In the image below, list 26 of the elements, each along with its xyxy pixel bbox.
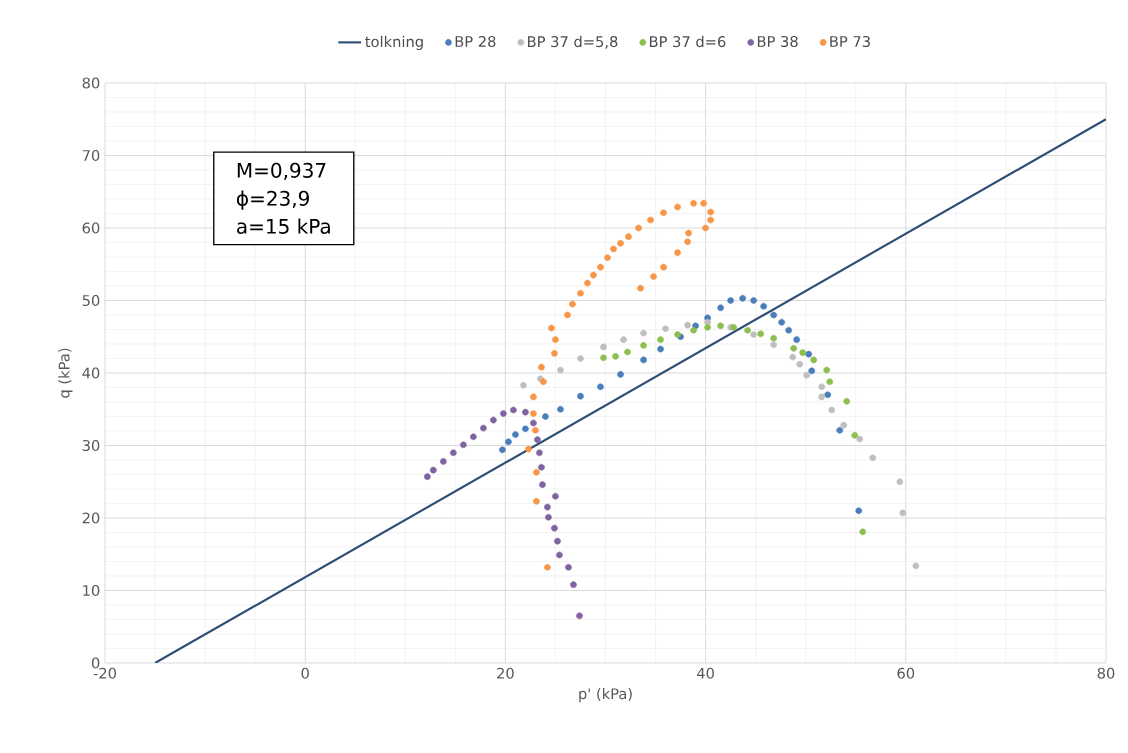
y-tick-label: 20	[82, 512, 100, 524]
x-tick-label: 80	[1097, 667, 1115, 679]
legend-label: tolkning	[365, 35, 423, 51]
x-tick-label: 60	[897, 667, 915, 679]
annotation: ϕ=23,9	[236, 190, 309, 210]
y-tick-label: 40	[82, 367, 100, 379]
y-tick-label: 10	[83, 584, 100, 597]
legend-label: BP 28	[455, 35, 496, 48]
x-axis-title: p' (kPa)	[579, 687, 632, 703]
y-tick-label: 80	[82, 77, 100, 89]
annotation: M=0,937	[237, 162, 326, 180]
x-tick-label: 40	[696, 667, 714, 679]
legend-label: BP 73	[830, 35, 870, 48]
y-tick-label: 30	[82, 439, 100, 452]
y-axis-title: q (kPa)	[58, 348, 73, 398]
y-tick-label: 50	[82, 294, 100, 307]
legend-label: BP 37 d=6	[649, 35, 726, 48]
annotation: a=15 kPa	[237, 218, 330, 234]
y-tick-label: 60	[82, 222, 100, 234]
legend-label: BP 38	[757, 35, 798, 48]
y-tick-label: 0	[91, 657, 100, 669]
x-tick-label: 0	[301, 667, 309, 679]
x-tick-label: -20	[93, 667, 116, 679]
y-tick-label: 70	[82, 149, 100, 162]
x-tick-label: 20	[497, 667, 514, 679]
legend-label: BP 37 d=5,8	[528, 35, 618, 49]
